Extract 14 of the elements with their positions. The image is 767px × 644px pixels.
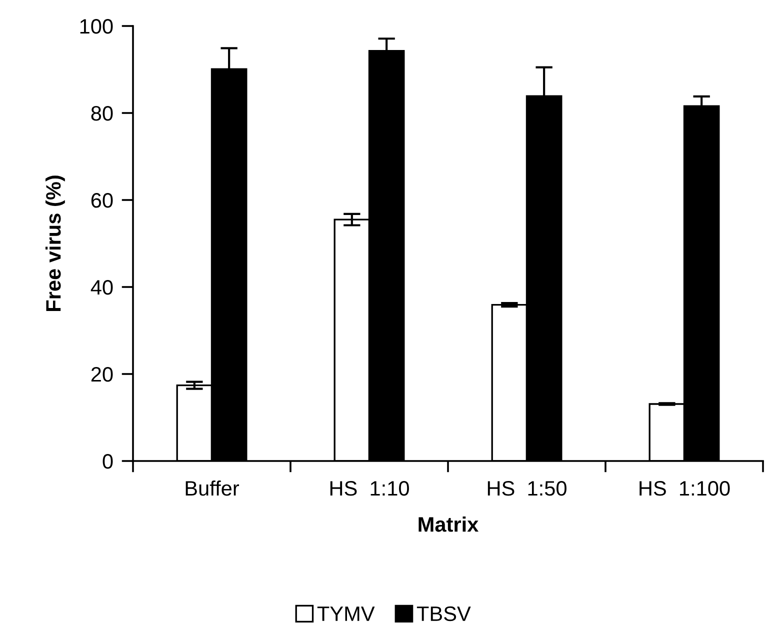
legend-label: TBSV bbox=[416, 606, 471, 622]
x-tick-label: HS 1:10 bbox=[330, 480, 409, 496]
x-axis-title: Matrix bbox=[418, 516, 479, 532]
y-tick-label: 40 bbox=[90, 280, 113, 295]
legend-label: TYMV bbox=[317, 606, 375, 621]
y-tick-label: 20 bbox=[91, 367, 113, 382]
y-tick-label: 0 bbox=[102, 454, 113, 469]
y-tick-label: 100 bbox=[80, 19, 113, 34]
y-axis-title: Free virus (%) bbox=[45, 176, 65, 311]
x-tick-label: Buffer bbox=[186, 480, 240, 496]
y-tick-label: 80 bbox=[91, 106, 113, 121]
x-tick-label: HS 1:100 bbox=[640, 480, 730, 496]
x-tick-label: HS 1:50 bbox=[488, 480, 566, 496]
y-tick-label: 60 bbox=[91, 193, 113, 208]
